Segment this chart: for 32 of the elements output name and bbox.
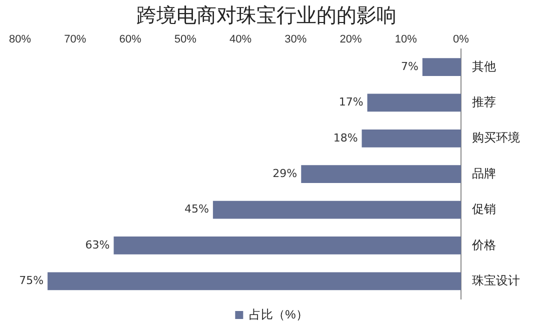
bar (422, 58, 461, 76)
y-tick-label: 品牌 (472, 166, 496, 180)
x-tick-label: 60% (119, 34, 142, 46)
data-label: 45% (184, 202, 209, 216)
bar (114, 236, 461, 254)
bar (48, 272, 461, 290)
x-tick-label: 10% (394, 34, 418, 46)
data-label: 18% (333, 131, 358, 144)
data-label: 7% (400, 60, 418, 73)
data-label: 17% (338, 96, 364, 109)
data-label: 29% (272, 166, 298, 180)
data-label: 75% (19, 274, 44, 288)
y-tick-label: 价格 (471, 238, 496, 252)
x-tick-label: 40% (229, 34, 252, 46)
x-tick-label: 70% (64, 34, 86, 46)
x-tick-label: 20% (340, 34, 362, 46)
x-tick-label: 30% (284, 34, 307, 46)
y-tick-label: 促销 (472, 202, 496, 216)
x-tick-label: 80% (8, 34, 32, 46)
bar (367, 94, 461, 112)
x-tick-label: 0% (453, 34, 470, 46)
x-tick-label: 50% (174, 34, 197, 46)
chart-title: 跨境电商对珠宝行业的的影响 (136, 2, 398, 29)
bar (362, 129, 461, 148)
legend-label: 占比（%） (249, 307, 308, 322)
y-tick-label: 珠宝设计 (472, 273, 520, 288)
data-label: 63% (85, 238, 110, 252)
y-tick-label: 推荐 (472, 95, 496, 110)
bar (301, 165, 461, 184)
bar (212, 200, 461, 219)
y-tick-label: 其他 (472, 59, 496, 74)
y-tick-label: 购买环境 (472, 130, 520, 145)
